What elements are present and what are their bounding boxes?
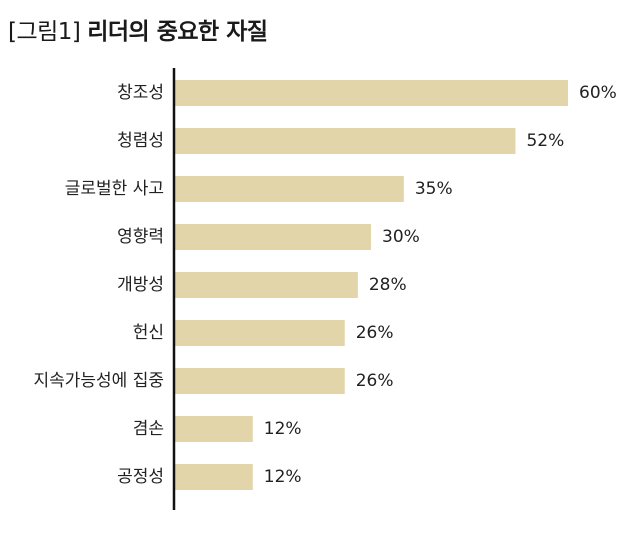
bar-4 xyxy=(174,224,371,250)
bar-1 xyxy=(174,80,568,106)
value-label-9: 12% xyxy=(264,467,302,487)
bar-5 xyxy=(174,272,358,298)
category-label-5: 개방성 xyxy=(117,275,164,295)
category-label-3: 글로벌한 사고 xyxy=(65,179,164,199)
bars-layer xyxy=(174,80,568,490)
category-label-1: 창조성 xyxy=(117,83,164,103)
value-label-7: 26% xyxy=(356,371,394,391)
value-label-2: 52% xyxy=(526,131,564,151)
bar-8 xyxy=(174,416,253,442)
bar-6 xyxy=(174,320,345,346)
bar-3 xyxy=(174,176,404,202)
chart-title: [그림1] 리더의 중요한 자질 xyxy=(8,12,268,46)
value-labels: 60% 52% 35% 30% 28% 26% 26% 12% 12% xyxy=(264,83,617,487)
category-label-8: 겸손 xyxy=(133,419,164,439)
value-label-4: 30% xyxy=(382,227,420,247)
category-label-4: 영향력 xyxy=(117,227,164,247)
bar-7 xyxy=(174,368,345,394)
value-label-5: 28% xyxy=(369,275,407,295)
bar-9 xyxy=(174,464,253,490)
bar-2 xyxy=(174,128,516,154)
category-label-6: 헌신 xyxy=(133,323,164,343)
chart-title-prefix: [그림1] xyxy=(8,19,81,45)
value-label-8: 12% xyxy=(264,419,302,439)
category-label-7: 지속가능성에 집중 xyxy=(33,371,164,391)
value-label-1: 60% xyxy=(579,83,617,103)
chart-title-main: 리더의 중요한 자질 xyxy=(87,19,268,45)
value-label-3: 35% xyxy=(415,179,453,199)
category-label-2: 청렴성 xyxy=(117,131,164,151)
value-label-6: 26% xyxy=(356,323,394,343)
category-label-9: 공정성 xyxy=(117,467,164,487)
